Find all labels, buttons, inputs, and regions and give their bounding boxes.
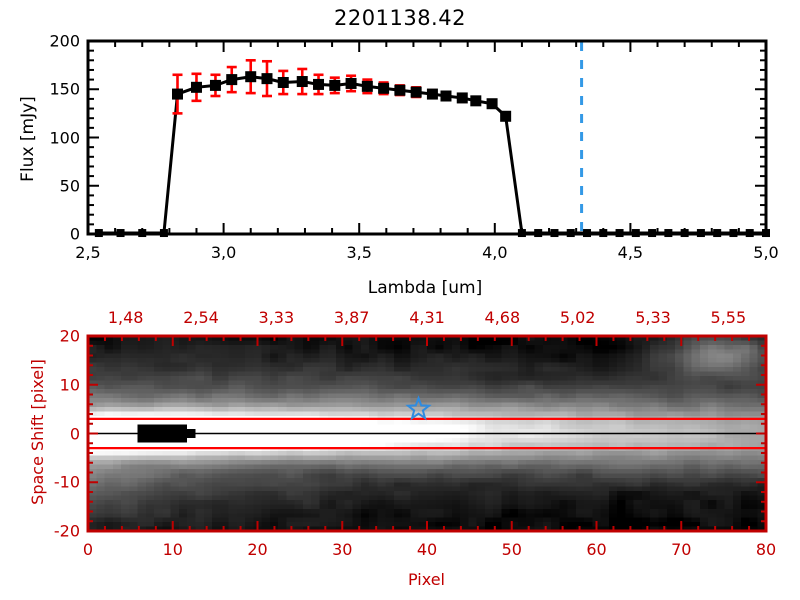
bottom-panel-xtick-2: 20: [247, 540, 268, 559]
bottom-panel-toptick-2: 3,33: [258, 308, 295, 327]
data-point-marker: [470, 95, 482, 107]
data-point-marker: [296, 76, 308, 88]
bottom-panel-ytick-0: -20: [53, 521, 80, 541]
data-point-marker: [313, 78, 325, 90]
bottom-panel-xtick-0: 0: [82, 540, 94, 559]
data-point-marker: [245, 71, 257, 83]
data-point-marker: [486, 98, 498, 110]
star-marker-icon: [405, 395, 432, 421]
top-panel-ytick-2: 100: [49, 128, 80, 147]
data-point-marker: [261, 73, 273, 85]
data-point-marker: [394, 84, 406, 96]
bottom-panel-xtick-8: 80: [755, 540, 777, 559]
data-point-marker: [500, 110, 512, 122]
page-title: 2201138.42: [334, 6, 466, 30]
bottom-panel-toptick-7: 5,33: [635, 308, 671, 327]
data-point-marker: [378, 82, 390, 94]
data-point-marker: [456, 92, 468, 104]
data-point-marker: [410, 86, 422, 98]
data-point-marker: [171, 88, 183, 100]
data-point-marker: [329, 79, 341, 91]
spectral-trace-heatmap: [86, 334, 768, 533]
top-panel-xtick-0: 2,5: [75, 243, 101, 262]
bottom-panel-ytick-1: -10: [53, 472, 80, 492]
flux-spectrum-plot: [86, 39, 770, 238]
top-panel-xtick-4: 4,5: [617, 243, 644, 262]
bottom-panel-ytick-2: 0: [69, 424, 80, 443]
bottom-panel-ytick-3: 10: [59, 375, 80, 395]
data-point-marker: [345, 77, 357, 89]
bottom-panel-xtick-6: 60: [586, 540, 607, 559]
bottom-panel-toptick-0: 1,48: [107, 308, 144, 327]
data-point-marker: [361, 80, 373, 92]
bottom-panel-xtick-1: 10: [162, 540, 183, 559]
bottom-panel-xtick-3: 30: [332, 540, 353, 559]
data-point-marker: [440, 90, 452, 102]
bottom-panel-toptick-3: 3,87: [333, 308, 370, 327]
bottom-panel-toptick-4: 4,31: [409, 308, 445, 327]
data-point-marker: [209, 79, 221, 91]
top-panel-ytick-0: 0: [69, 224, 80, 244]
bottom-panel-toptick-1: 2,54: [183, 308, 219, 327]
data-point-marker: [226, 74, 238, 86]
top-panel-x-axis-label: Lambda [um]: [367, 278, 483, 298]
top-panel-ytick-3: 150: [49, 79, 80, 99]
data-point-marker: [277, 76, 289, 88]
top-panel-xtick-2: 3,5: [346, 243, 372, 262]
top-panel-ytick-1: 50: [59, 176, 80, 196]
bottom-panel-ytick-4: 20: [59, 326, 80, 346]
bottom-panel-toptick-8: 5,55: [710, 308, 747, 327]
top-panel-xtick-3: 4,0: [482, 243, 508, 262]
top-panel-ytick-4: 200: [49, 31, 80, 51]
data-point-marker: [426, 88, 438, 100]
data-point-marker: [190, 81, 202, 93]
bottom-panel-xtick-7: 70: [671, 540, 692, 559]
bottom-panel-x-axis-label: Pixel: [407, 570, 445, 589]
bottom-panel-xtick-5: 50: [501, 540, 522, 559]
top-panel-xtick-5: 5,0: [753, 243, 779, 262]
bottom-panel-xtick-4: 40: [416, 540, 438, 559]
top-panel-xtick-1: 3,0: [210, 243, 237, 262]
bottom-panel-toptick-6: 5,02: [559, 308, 596, 327]
bottom-panel-toptick-5: 4,68: [484, 308, 521, 327]
